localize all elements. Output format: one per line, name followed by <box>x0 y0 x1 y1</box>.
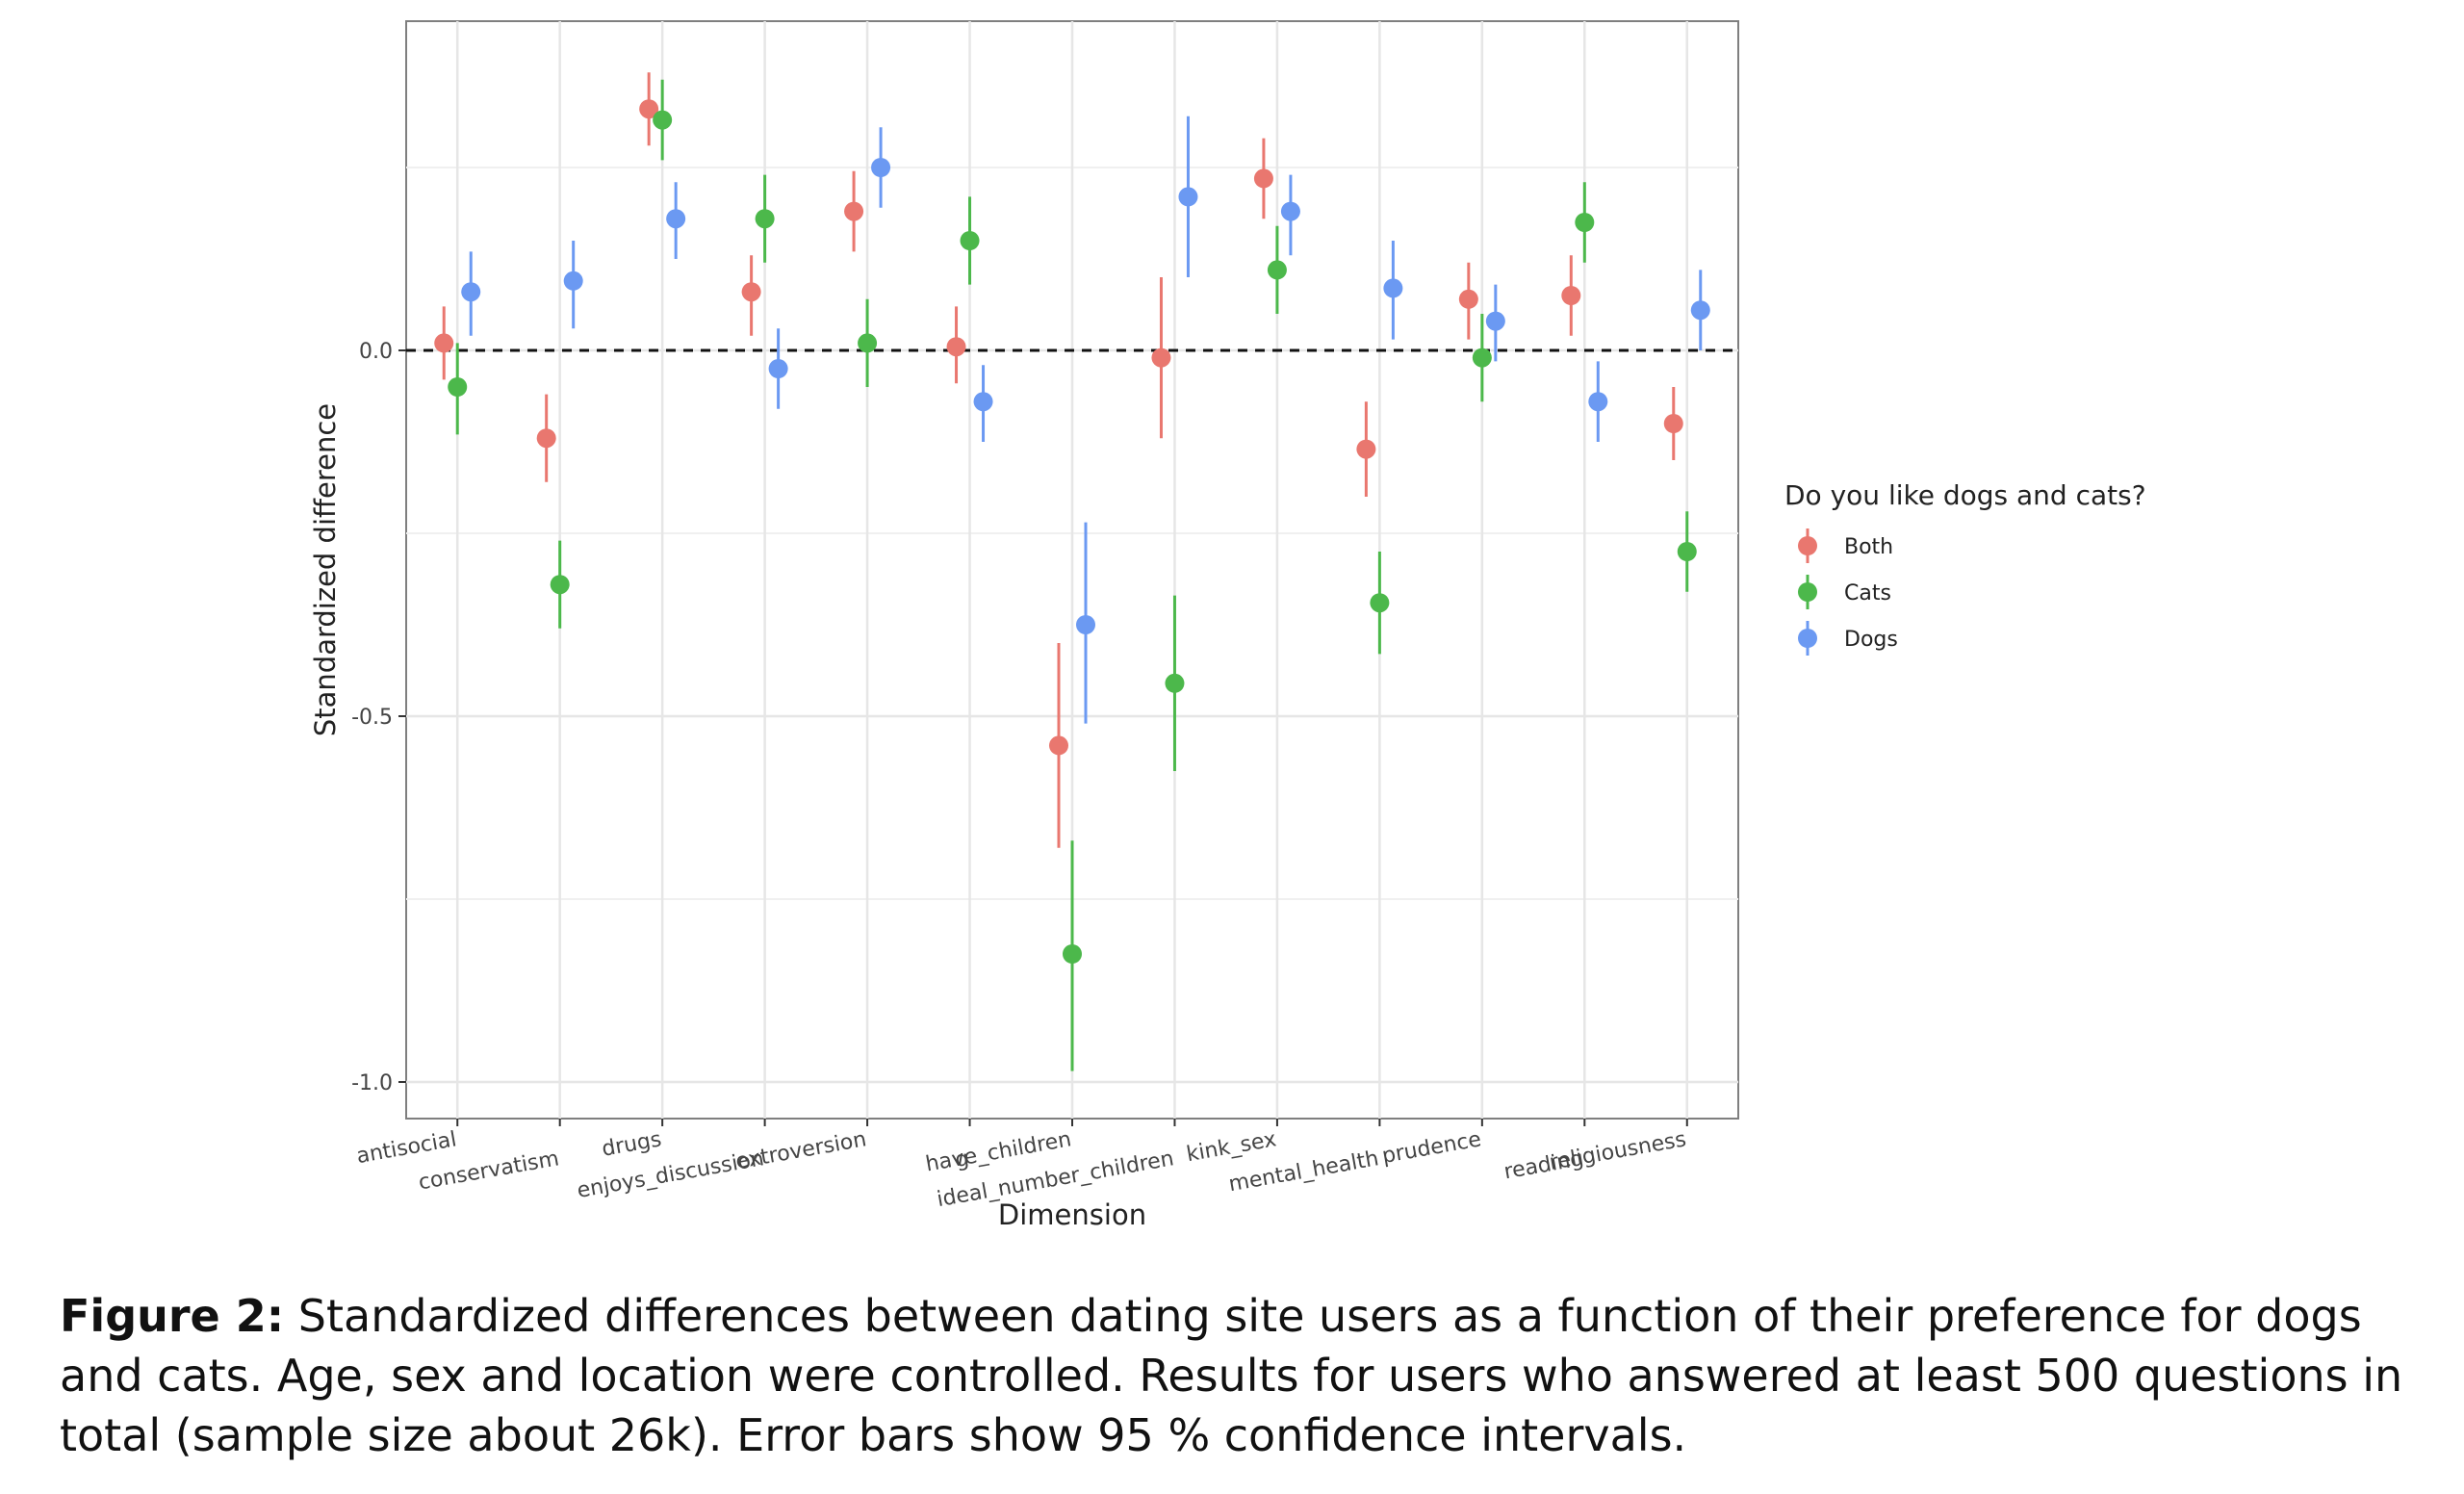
legend-label-cats: Cats <box>1844 581 1891 605</box>
point-cats-reading <box>1575 213 1595 232</box>
point-dogs-g <box>973 392 993 412</box>
point-both-g <box>946 337 966 357</box>
point-both-ideal_number_children <box>1151 348 1171 368</box>
legend-label-both: Both <box>1844 535 1893 559</box>
point-dogs-reading <box>1588 392 1608 412</box>
x-tick-label: antisocial <box>355 1127 459 1169</box>
point-dogs-extroversion <box>871 158 891 177</box>
point-dogs-ideal_number_children <box>1178 187 1198 207</box>
point-both-prudence <box>1458 289 1478 309</box>
x-tick-label: religiousness <box>1548 1127 1688 1175</box>
point-cats-ideal_number_children <box>1165 673 1185 693</box>
point-cats-drugs <box>653 110 673 130</box>
legend-title: Do you like dogs and cats? <box>1784 479 2146 511</box>
x-tick-label: g <box>953 1146 970 1172</box>
point-both-drugs <box>639 99 659 119</box>
point-cats-g <box>960 231 980 250</box>
point-dogs-conservatism <box>563 270 583 291</box>
point-dogs-enjoys_discussion <box>768 359 788 378</box>
point-both-reading <box>1561 286 1581 305</box>
y-tick-label: -0.5 <box>351 706 393 730</box>
point-cats-religiousness <box>1677 542 1697 561</box>
point-cats-conservatism <box>550 575 570 595</box>
point-both-mental_health <box>1356 439 1376 459</box>
point-dogs-prudence <box>1485 311 1505 331</box>
y-axis-label: Standardized difference <box>309 403 342 736</box>
x-tick-label: extroversion <box>733 1127 868 1173</box>
point-dogs-have_children <box>1076 615 1095 634</box>
data-marks <box>434 72 1710 1071</box>
legend-key-dogs <box>1798 629 1817 648</box>
point-cats-enjoys_discussion <box>755 209 775 229</box>
legend: Do you like dogs and cats? Both Cats Dogs <box>1784 479 2146 656</box>
caption-label: Figure 2: <box>60 1290 285 1342</box>
x-axis-label: Dimension <box>998 1198 1146 1231</box>
point-both-antisocial <box>434 333 454 353</box>
point-both-have_children <box>1049 735 1068 756</box>
figure-caption: Figure 2: Standardized differences betwe… <box>60 1286 2447 1465</box>
point-both-enjoys_discussion <box>741 282 761 302</box>
y-tick-label: -1.0 <box>351 1071 393 1095</box>
point-dogs-drugs <box>666 209 686 229</box>
legend-key-both <box>1798 536 1817 555</box>
point-cats-extroversion <box>858 333 878 353</box>
caption-text: Standardized differences between dating … <box>60 1290 2403 1461</box>
x-tick-label: kink_sex <box>1185 1127 1278 1167</box>
point-dogs-kink_sex <box>1280 201 1300 221</box>
x-tick-label: drugs <box>600 1127 663 1161</box>
point-both-conservatism <box>536 428 556 449</box>
point-cats-mental_health <box>1370 593 1390 613</box>
point-cats-have_children <box>1063 944 1082 964</box>
point-dogs-antisocial <box>461 282 481 302</box>
point-both-religiousness <box>1663 414 1683 433</box>
legend-key-cats <box>1798 582 1817 602</box>
x-tick-label: prudence <box>1380 1127 1483 1169</box>
chart: 0.0-0.5-1.0 antisocialconservatismdrugse… <box>309 20 2146 1231</box>
point-cats-prudence <box>1472 348 1492 368</box>
point-cats-antisocial <box>448 377 468 397</box>
legend-label-dogs: Dogs <box>1844 628 1898 652</box>
y-tick-label: 0.0 <box>359 340 393 364</box>
point-dogs-mental_health <box>1383 278 1403 298</box>
point-both-kink_sex <box>1253 168 1273 189</box>
point-cats-kink_sex <box>1267 260 1287 280</box>
point-dogs-religiousness <box>1690 300 1710 321</box>
point-both-extroversion <box>844 201 864 221</box>
y-axis-ticks: 0.0 -0.5 -1.0 <box>351 340 406 1095</box>
